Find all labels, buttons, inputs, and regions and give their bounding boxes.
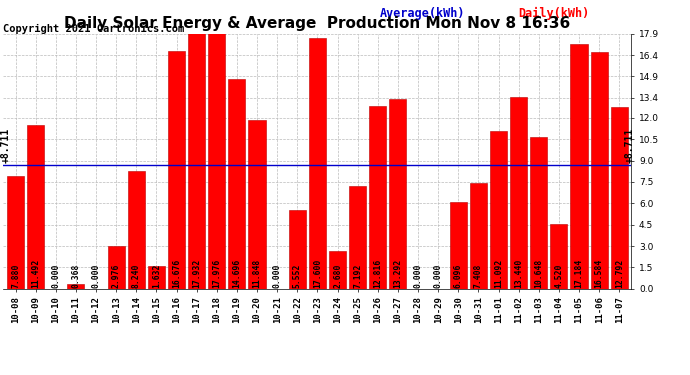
Text: 7.880: 7.880 (11, 263, 20, 288)
Bar (108, 246, 125, 289)
Text: 2.680: 2.680 (333, 263, 342, 288)
Bar (510, 97, 527, 289)
Text: Copyright 2021 Cartronics.com: Copyright 2021 Cartronics.com (3, 24, 185, 34)
Bar (450, 202, 467, 289)
Text: 12.816: 12.816 (373, 258, 382, 288)
Text: 17.184: 17.184 (575, 258, 584, 288)
Text: +8.711: +8.711 (624, 128, 634, 163)
Bar (228, 80, 246, 289)
Bar (591, 53, 608, 289)
Text: Daily(kWh): Daily(kWh) (518, 7, 589, 20)
Bar (68, 284, 84, 289)
Text: 0.000: 0.000 (51, 263, 60, 288)
Bar (530, 137, 547, 289)
Text: 13.440: 13.440 (514, 258, 523, 288)
Bar (389, 99, 406, 289)
Text: 17.976: 17.976 (213, 258, 221, 288)
Text: 16.676: 16.676 (172, 258, 181, 288)
Bar (551, 224, 567, 289)
Text: 10.648: 10.648 (534, 258, 543, 288)
Bar (188, 33, 205, 289)
Bar (128, 171, 145, 289)
Title: Daily Solar Energy & Average  Production Mon Nov 8 16:36: Daily Solar Energy & Average Production … (64, 16, 571, 31)
Text: 6.096: 6.096 (454, 263, 463, 288)
Bar (7, 177, 24, 289)
Text: 0.000: 0.000 (433, 263, 443, 288)
Text: 1.632: 1.632 (152, 263, 161, 288)
Bar (369, 106, 386, 289)
Text: 7.192: 7.192 (353, 263, 362, 288)
Bar (329, 251, 346, 289)
Text: Average(kWh): Average(kWh) (380, 7, 466, 20)
Bar (611, 106, 628, 289)
Text: 7.408: 7.408 (474, 263, 483, 288)
Bar (288, 210, 306, 289)
Text: 14.696: 14.696 (233, 258, 241, 288)
Text: 0.000: 0.000 (92, 263, 101, 288)
Bar (490, 131, 507, 289)
Bar (168, 51, 185, 289)
Text: 11.492: 11.492 (31, 258, 40, 288)
Text: 0.000: 0.000 (413, 263, 422, 288)
Text: 8.240: 8.240 (132, 263, 141, 288)
Bar (148, 266, 165, 289)
Text: 0.000: 0.000 (273, 263, 282, 288)
Text: 12.792: 12.792 (615, 258, 624, 288)
Text: 11.848: 11.848 (253, 258, 262, 288)
Text: 5.552: 5.552 (293, 263, 302, 288)
Bar (571, 44, 588, 289)
Bar (309, 38, 326, 289)
Bar (349, 186, 366, 289)
Text: 4.520: 4.520 (554, 263, 564, 288)
Text: 0.368: 0.368 (71, 263, 81, 288)
Text: 17.600: 17.600 (313, 258, 322, 288)
Text: 13.292: 13.292 (393, 258, 402, 288)
Bar (27, 125, 44, 289)
Text: 2.976: 2.976 (112, 263, 121, 288)
Bar (470, 183, 487, 289)
Text: 11.092: 11.092 (494, 258, 503, 288)
Text: 16.584: 16.584 (595, 258, 604, 288)
Text: +8.711: +8.711 (1, 128, 10, 163)
Bar (208, 33, 226, 289)
Bar (248, 120, 266, 289)
Text: 17.932: 17.932 (192, 258, 201, 288)
